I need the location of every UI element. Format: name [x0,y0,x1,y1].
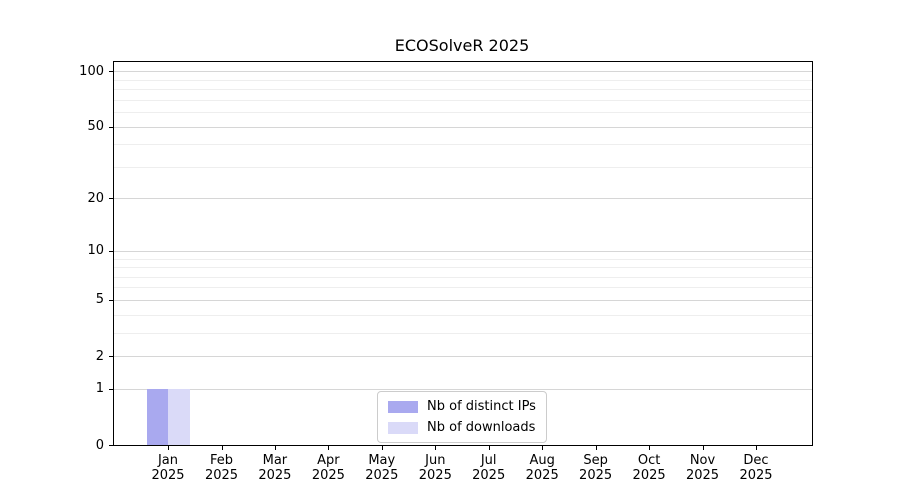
x-tick-mark [435,446,437,450]
x-tick-mark [756,446,757,450]
legend-swatch-distinct-ips-icon [388,400,418,413]
gridline-minor [114,79,812,81]
gridline-minor [114,89,812,90]
y-tick-mark [109,250,113,252]
gridline-major [114,356,812,357]
legend-item-downloads: Nb of downloads [388,419,536,436]
y-tick-label: 2 [95,348,104,364]
y-tick-mark [109,356,113,357]
y-tick-mark [109,71,113,73]
x-tick-label: Jun 2025 [418,453,452,483]
y-tick-label: 5 [95,292,104,308]
x-tick-label: Apr 2025 [311,453,345,483]
x-tick-mark [595,446,597,450]
y-tick-mark [109,126,113,128]
y-tick-label: 100 [79,63,104,79]
plot-area: 0 1 2 5 10 20 50 100 Jan 2025 Feb 2025 Mar 2025 Apr… [79,61,813,483]
legend-item-distinct-ips: Nb of distinct IPs [388,398,536,415]
x-tick-label: Aug 2025 [525,453,559,483]
gridline-minor [114,99,812,101]
x-tick-mark [488,446,490,450]
gridline-major [114,71,812,73]
gridline-minor [114,144,812,146]
gridline-minor [114,314,812,316]
bar-distinct-ips-jan [146,388,168,445]
gridline-major [114,388,812,390]
y-tick-label: 50 [87,119,104,134]
gridline-major [114,250,812,252]
gridline-minor [114,332,812,334]
y-tick-mark [109,388,113,390]
legend-label-downloads: Nb of downloads [427,420,536,435]
x-tick-mark [274,446,276,450]
y-tick-mark [109,198,113,200]
x-tick-label: Oct 2025 [632,453,666,483]
x-tick-mark [168,446,169,450]
x-tick-label: Sep 2025 [579,453,613,483]
bar-downloads-jan [168,388,190,445]
gridline-minor [114,166,812,168]
x-tick-mark [221,446,223,450]
y-tick-label: 20 [87,190,104,206]
gridline-minor [114,258,812,260]
x-tick-label: Mar 2025 [258,453,292,483]
gridline-major [114,198,812,200]
gridline-minor [114,287,812,289]
x-tick-mark [328,446,330,450]
legend-label-distinct-ips: Nb of distinct IPs [427,399,536,414]
gridline-minor [114,111,812,113]
legend: Nb of distinct IPs Nb of downloads [377,391,547,443]
x-tick-label: May 2025 [365,453,399,483]
x-tick-label: Jul 2025 [472,453,506,483]
x-tick-label: Feb 2025 [204,453,239,483]
gridline-minor [114,267,812,268]
x-tick-mark [381,446,383,450]
y-tick-label: 10 [87,243,104,259]
y-tick-label: 1 [95,381,104,397]
x-tick-label: Dec 2025 [739,453,773,483]
chart-title: ECOSolveR 2025 [394,36,530,55]
y-tick-mark [109,299,113,301]
x-tick-label: Nov 2025 [685,453,720,483]
x-tick-mark [702,446,704,450]
legend-swatch-downloads-icon [388,421,418,434]
y-tick-label: 0 [95,437,104,453]
x-tick-mark [542,446,544,450]
gridline-major [114,299,812,301]
gridline-major [114,126,812,128]
gridline-minor [114,276,812,278]
x-tick-mark [649,446,651,450]
y-tick-mark [109,445,113,446]
x-tick-label: Jan 2025 [151,453,185,483]
